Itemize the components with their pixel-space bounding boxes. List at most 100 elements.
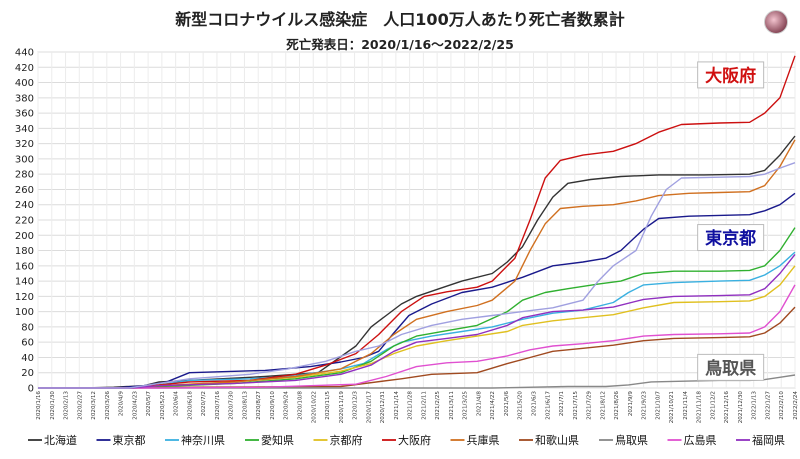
chart-title: 新型コロナウイルス感染症 人口100万人あたり死亡者数累計 — [175, 10, 625, 29]
x-tick-label: 2021/11/18 — [697, 391, 703, 424]
x-tick-label: 2020/11/5 — [325, 391, 331, 420]
x-tick-label: 2020/1/30 — [50, 391, 56, 420]
x-tick-label: 2021/2/25 — [435, 391, 441, 420]
x-tick-label: 2021/11/4 — [683, 391, 689, 420]
annotation-box — [697, 224, 765, 252]
x-tick-label: 2020/3/26 — [105, 391, 111, 420]
x-tick-label: 2020/9/10 — [270, 391, 276, 420]
x-tick-label: 2020/7/30 — [229, 391, 235, 420]
y-tick-label: 400 — [15, 78, 34, 89]
x-tick-label: 2021/3/11 — [449, 391, 455, 420]
series-line — [38, 374, 796, 389]
avatar — [764, 10, 788, 34]
legend-label: 京都府 — [330, 433, 363, 447]
x-tick-label: 2020/7/2 — [201, 391, 207, 416]
x-tick-label: 2022/1/27 — [765, 391, 771, 420]
y-tick-label: 200 — [15, 231, 34, 242]
y-tick-label: 20 — [21, 368, 34, 379]
y-tick-label: 440 — [15, 48, 34, 59]
legend-label: 東京都 — [113, 433, 146, 447]
annotation-label: 東京都 — [705, 228, 756, 249]
x-tick-label: 2021/5/20 — [518, 391, 524, 420]
x-tick-label: 2021/2/11 — [421, 391, 427, 420]
x-tick-label: 2021/12/2 — [710, 391, 716, 420]
series-line — [38, 55, 796, 389]
legend-label: 大阪府 — [398, 433, 431, 447]
annotation-label: 鳥取県 — [705, 358, 756, 379]
x-tick-label: 2021/4/22 — [490, 391, 496, 420]
chart-subtitle: 死亡発表日：2020/1/16〜2022/2/25 — [286, 37, 514, 52]
x-tick-label: 2021/7/15 — [573, 391, 579, 420]
x-tick-label: 2020/12/31 — [380, 391, 386, 424]
y-axis-ticks: 0 20 40 60 80 100 120 140 160 180 200 220 240 260 280 3… — [15, 48, 34, 395]
x-tick-label: 2020/2/27 — [77, 391, 83, 420]
x-tick-label: 2021/10/7 — [655, 391, 661, 420]
x-tick-label: 2021/9/9 — [628, 391, 634, 417]
y-tick-label: 300 — [15, 154, 34, 165]
legend-label: 広島県 — [684, 433, 717, 447]
y-tick-label: 420 — [15, 63, 34, 74]
legend-label: 神奈川県 — [181, 433, 225, 447]
series-line — [38, 306, 796, 389]
x-tick-label: 2020/4/23 — [132, 391, 138, 420]
x-tick-label: 2021/1/14 — [394, 391, 400, 420]
x-tick-label: 2020/8/13 — [242, 391, 248, 420]
x-tick-label: 2021/10/21 — [669, 391, 675, 424]
x-tick-label: 2020/12/3 — [353, 391, 359, 420]
legend-label: 北海道 — [44, 433, 77, 447]
x-tick-label: 2021/7/29 — [587, 391, 593, 420]
x-tick-label: 2020/4/9 — [119, 391, 125, 417]
series-line — [38, 253, 796, 389]
legend-label: 福岡県 — [752, 433, 785, 447]
y-tick-label: 0 — [28, 384, 34, 395]
y-tick-label: 360 — [15, 109, 34, 120]
y-tick-label: 380 — [15, 93, 34, 104]
x-tick-label: 2021/1/28 — [408, 391, 414, 420]
y-tick-label: 280 — [15, 170, 34, 181]
x-tick-label: 2021/5/6 — [504, 391, 510, 417]
x-axis-ticks: 2020/1/16 2020/1/30 2020/2/13 2020/2/27 2020… — [36, 391, 799, 424]
x-tick-label: 2020/2/13 — [64, 391, 70, 420]
series-line — [38, 227, 796, 389]
x-tick-label: 2021/4/8 — [476, 391, 482, 417]
x-tick-label: 2020/12/17 — [366, 391, 372, 424]
x-tick-label: 2020/10/8 — [298, 391, 304, 420]
x-tick-label: 2021/6/3 — [531, 391, 537, 417]
legend-label: 愛知県 — [261, 433, 294, 447]
x-tick-label: 2020/5/7 — [146, 391, 152, 417]
x-tick-label: 2022/2/10 — [779, 391, 785, 420]
x-tick-label: 2020/5/21 — [160, 391, 166, 420]
y-tick-label: 40 — [21, 353, 34, 364]
y-tick-label: 220 — [15, 216, 34, 227]
x-tick-label: 2020/6/4 — [174, 391, 180, 417]
y-tick-label: 120 — [15, 292, 34, 303]
series-line — [38, 139, 796, 389]
x-tick-label: 2021/6/17 — [545, 391, 551, 420]
x-tick-label: 2022/1/13 — [752, 391, 758, 420]
y-tick-label: 320 — [15, 139, 34, 150]
series-line — [38, 192, 796, 389]
x-tick-label: 2021/7/1 — [559, 391, 565, 417]
annotation-box — [697, 61, 765, 89]
x-tick-label: 2020/10/22 — [311, 391, 317, 423]
x-tick-label: 2021/8/12 — [600, 391, 606, 420]
y-tick-label: 100 — [15, 307, 34, 318]
x-tick-label: 2020/11/19 — [339, 391, 345, 424]
y-tick-label: 340 — [15, 124, 34, 135]
x-tick-label: 2021/3/25 — [463, 391, 469, 420]
y-tick-label: 260 — [15, 185, 34, 196]
x-tick-label: 2021/9/23 — [642, 391, 648, 420]
x-tick-label: 2020/7/16 — [215, 391, 221, 420]
x-tick-label: 2020/6/18 — [187, 391, 193, 420]
series-lines — [38, 55, 796, 389]
y-tick-label: 160 — [15, 261, 34, 272]
y-tick-label: 140 — [15, 277, 34, 288]
y-tick-label: 180 — [15, 246, 34, 257]
legend-label: 鳥取県 — [615, 433, 648, 447]
x-tick-label: 2022/2/24 — [793, 391, 799, 420]
x-tick-label: 2020/9/24 — [284, 391, 290, 420]
y-tick-label: 60 — [21, 338, 34, 349]
series-line — [38, 251, 796, 389]
x-tick-label: 2020/3/12 — [91, 391, 97, 420]
